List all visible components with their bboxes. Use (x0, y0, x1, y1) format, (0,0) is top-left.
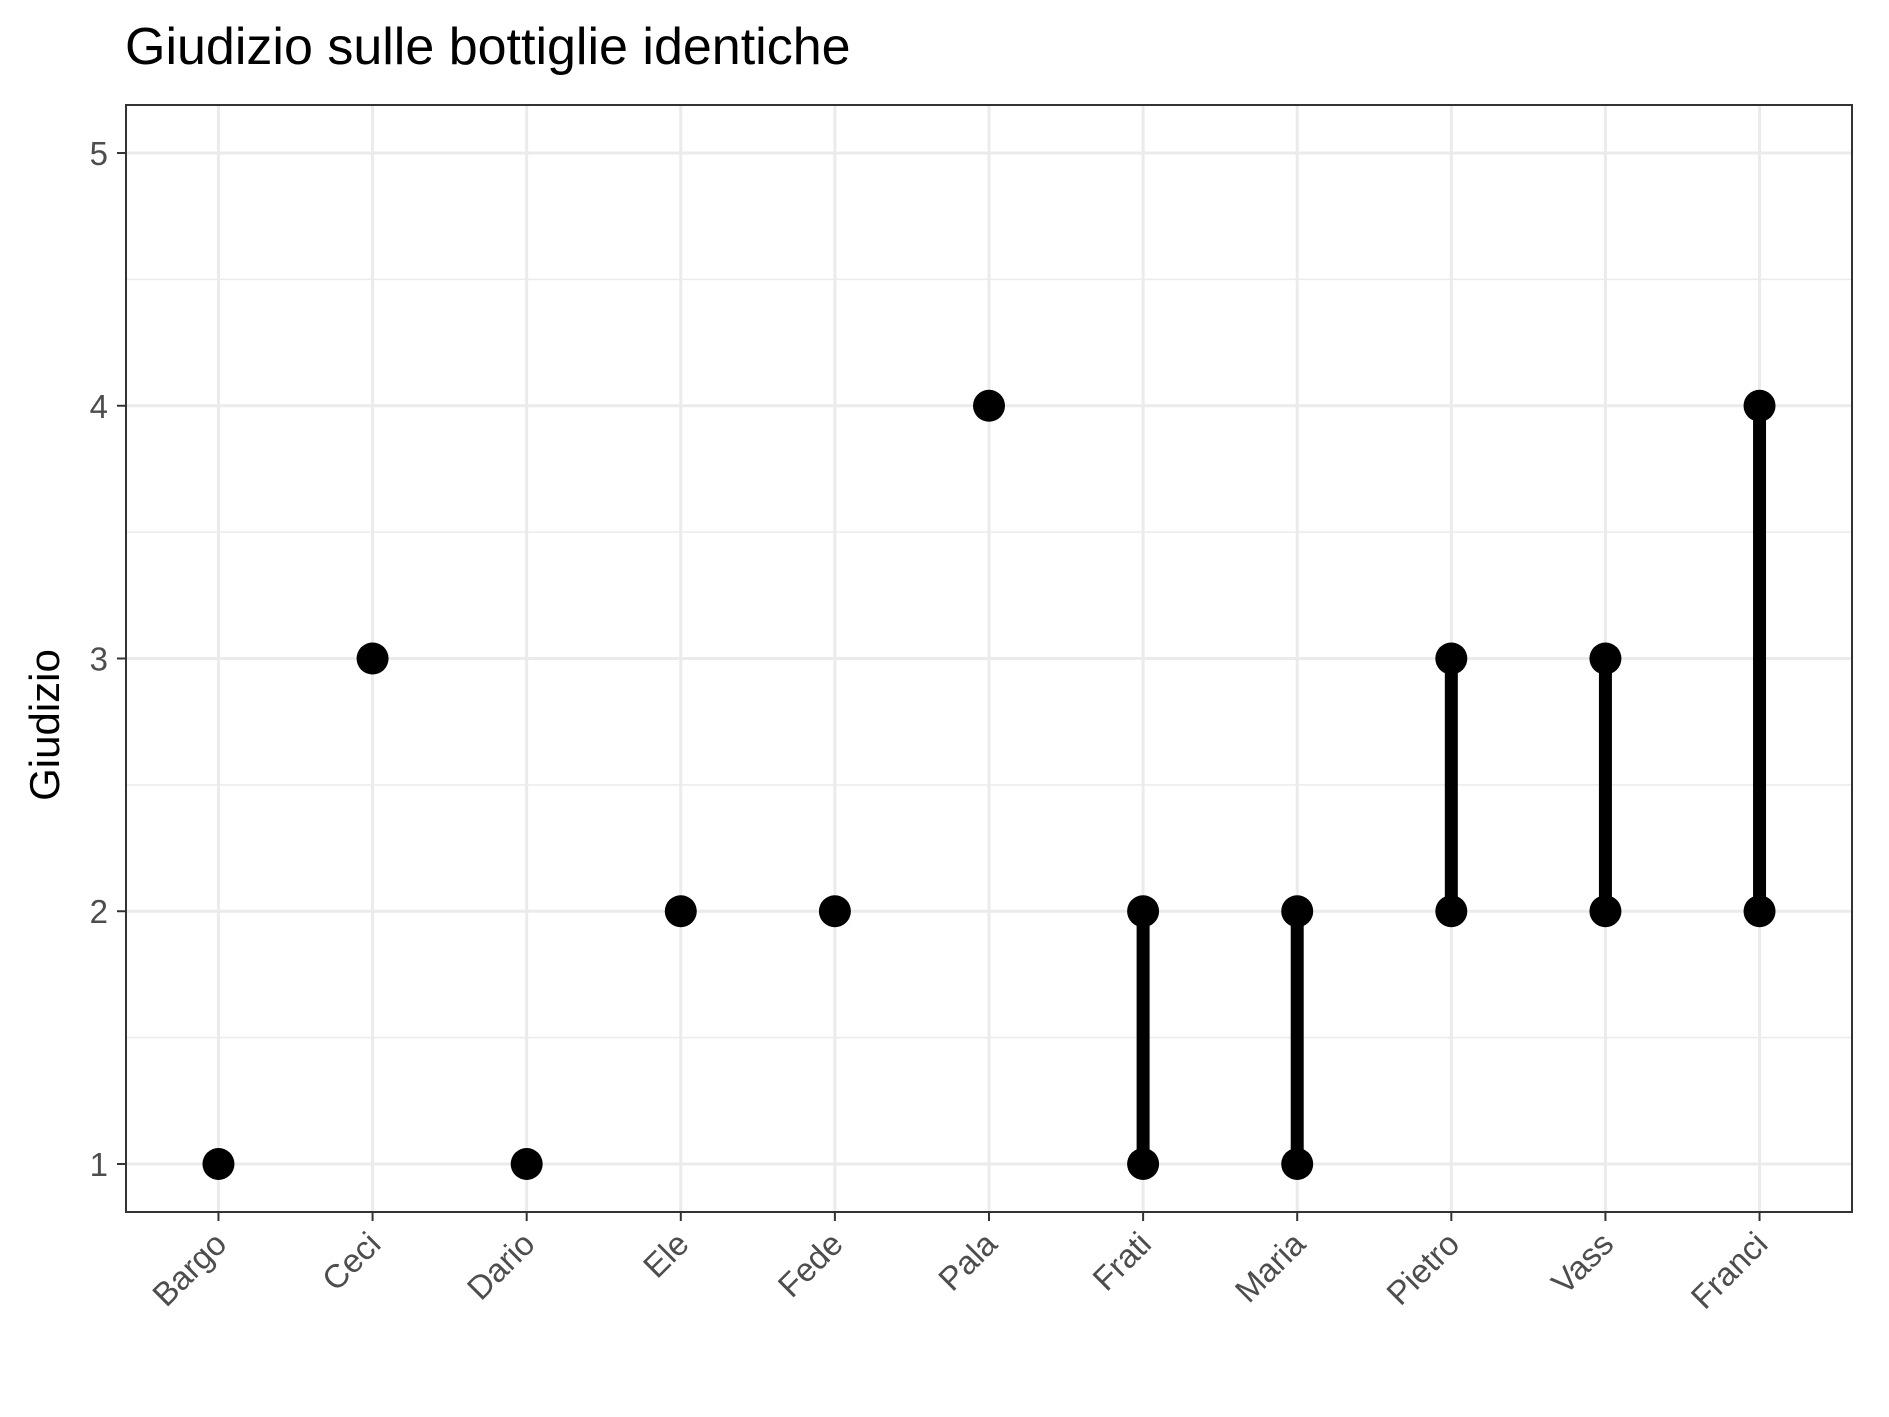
data-point (1281, 895, 1314, 928)
y-tick-label: 1 (90, 1146, 108, 1183)
y-tick-label: 3 (90, 641, 108, 678)
axis-ticks (117, 152, 1761, 1221)
chart-title: Giudizio sulle bottiglie identiche (125, 18, 851, 76)
data-point (664, 895, 697, 928)
x-tick-label: Pietro (1379, 1225, 1466, 1312)
y-tick-label: 2 (90, 893, 108, 930)
x-tick-labels: Bargo Ceci Dario Ele Fede Pala Frati Maria Pietr… (145, 1224, 1775, 1315)
data-point (818, 895, 851, 928)
x-tick-label: Frati (1085, 1225, 1158, 1298)
x-tick-label: Franci (1683, 1225, 1774, 1316)
data-marks (202, 389, 1776, 1180)
data-point (1435, 642, 1468, 675)
data-point (510, 1147, 543, 1180)
data-point (356, 642, 389, 675)
data-point (1281, 1147, 1314, 1180)
y-tick-label: 4 (90, 388, 108, 425)
data-point (202, 1147, 235, 1180)
data-point (1743, 895, 1776, 928)
x-tick-label: Fede (770, 1225, 849, 1304)
y-tick-labels: 1 2 3 4 5 (90, 135, 108, 1183)
data-point (1435, 895, 1468, 928)
x-tick-label: Bargo (145, 1225, 233, 1313)
x-tick-label: Vass (1544, 1225, 1620, 1301)
x-tick-label: Pala (931, 1224, 1004, 1297)
data-point (1127, 895, 1160, 928)
x-tick-label: Ele (636, 1225, 696, 1285)
x-tick-label: Ceci (315, 1225, 388, 1298)
y-tick-label: 5 (90, 135, 108, 172)
data-point (1127, 1147, 1160, 1180)
data-point (1589, 642, 1622, 675)
x-tick-label: Maria (1228, 1224, 1313, 1309)
data-point (1589, 895, 1622, 928)
x-tick-label: Dario (460, 1225, 542, 1307)
data-point (973, 389, 1005, 422)
data-point (1743, 389, 1776, 422)
y-axis-title: Giudizio (21, 649, 68, 801)
panel-border (125, 104, 1853, 1213)
